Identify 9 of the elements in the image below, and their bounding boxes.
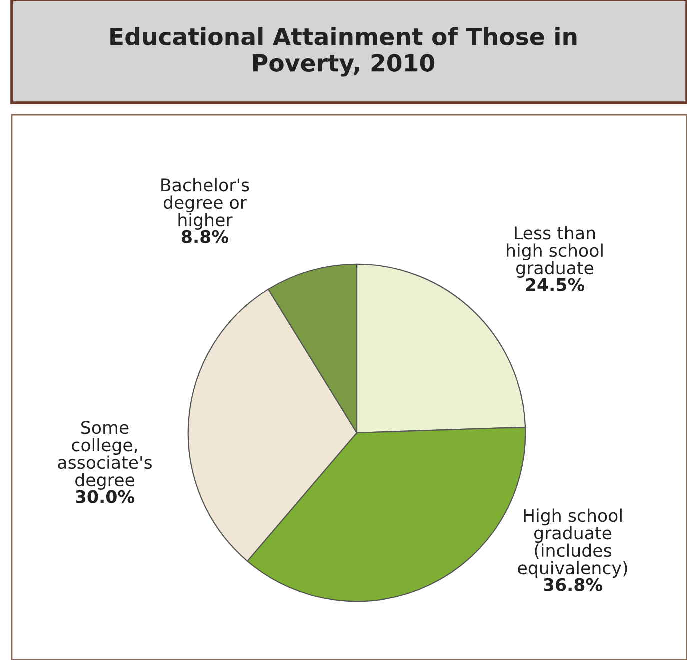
data-label: 30.0%	[76, 490, 135, 504]
slice-label: Bachelor's degree or higher	[162, 178, 250, 230]
slice-label: High school graduate (includes equivalency)	[518, 508, 628, 578]
data-label: 8.8%	[182, 230, 229, 244]
data-label: 24.5%	[526, 278, 585, 292]
slice-label: Some college, associate's degree	[58, 421, 152, 490]
chart-title: Educational Attainment of Those in Poverty, 2010	[110, 27, 577, 77]
slice-label: Less than high school graduate	[507, 226, 603, 278]
data-label: 36.8%	[544, 578, 603, 592]
